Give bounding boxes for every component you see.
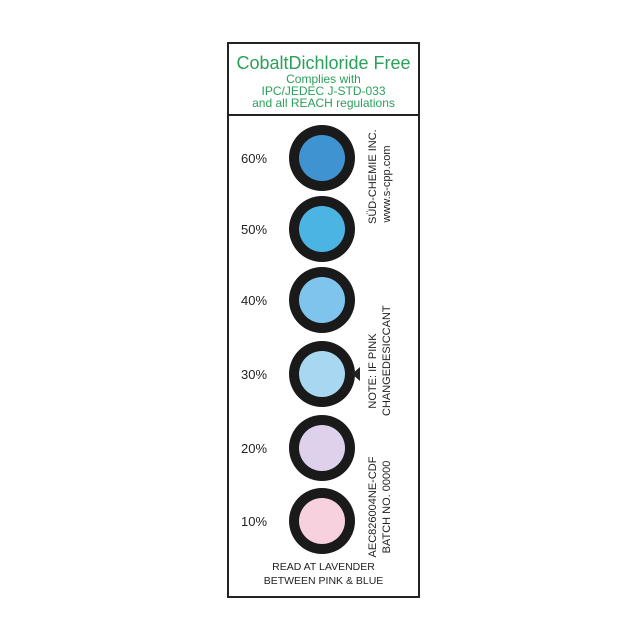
indicator-fill xyxy=(299,206,345,252)
instruction-line-2: BETWEEN PINK & BLUE xyxy=(263,575,384,587)
humidity-label: 50% xyxy=(241,222,268,237)
indicator-row: 20% xyxy=(229,413,418,483)
manufacturer-website: www.s-cpp.com xyxy=(381,145,393,223)
arrow-icon xyxy=(352,367,360,381)
indicator-spot xyxy=(289,125,355,191)
indicator-row: 30% xyxy=(229,339,418,409)
humidity-label: 10% xyxy=(241,514,268,529)
indicator-spot xyxy=(289,267,355,333)
indicator-fill xyxy=(299,425,345,471)
indicator-fill xyxy=(299,277,345,323)
note-text: NOTE: IF PINK CHANGEDESICCANT xyxy=(366,305,394,416)
indicator-row: 40% xyxy=(229,265,418,335)
humidity-label: 30% xyxy=(241,367,268,382)
manufacturer-name: SÜD-CHEMIE INC. xyxy=(367,129,379,224)
indicator-spot xyxy=(289,341,355,407)
card-header: CobaltDichloride Free Complies with IPC/… xyxy=(229,44,418,116)
batch-number: BATCH NO. 00000 xyxy=(381,460,393,554)
indicator-row: 50% xyxy=(229,194,418,264)
indicator-spot xyxy=(289,488,355,554)
part-info: AEC826004NE-CDF BATCH NO. 00000 xyxy=(366,452,394,562)
compliance-line-3: and all REACH regulations xyxy=(252,96,395,110)
manufacturer-text: SÜD-CHEMIE INC. www.s-cpp.com xyxy=(366,129,394,224)
card-title: CobaltDichloride Free xyxy=(236,53,411,73)
humidity-label: 40% xyxy=(241,293,268,308)
note-line-1: NOTE: IF PINK xyxy=(367,333,379,409)
humidity-indicator-card: CobaltDichloride Free Complies with IPC/… xyxy=(227,42,420,598)
indicator-spot xyxy=(289,415,355,481)
indicator-spot xyxy=(289,196,355,262)
humidity-label: 60% xyxy=(241,151,268,166)
compliance-line-2: IPC/JEDEC J-STD-033 xyxy=(261,84,386,98)
instruction-line-1: READ AT LAVENDER xyxy=(272,561,375,573)
indicator-fill xyxy=(299,351,345,397)
part-number: AEC826004NE-CDF xyxy=(367,456,379,558)
note-line-2: CHANGEDESICCANT xyxy=(381,305,393,416)
indicator-row: 10% xyxy=(229,486,418,556)
humidity-label: 20% xyxy=(241,441,268,456)
indicator-row: 60% xyxy=(229,123,418,193)
reading-instructions: READ AT LAVENDER BETWEEN PINK & BLUE xyxy=(229,560,418,588)
indicator-fill xyxy=(299,498,345,544)
indicator-fill xyxy=(299,135,345,181)
compliance-line-1: Complies with xyxy=(286,72,361,86)
